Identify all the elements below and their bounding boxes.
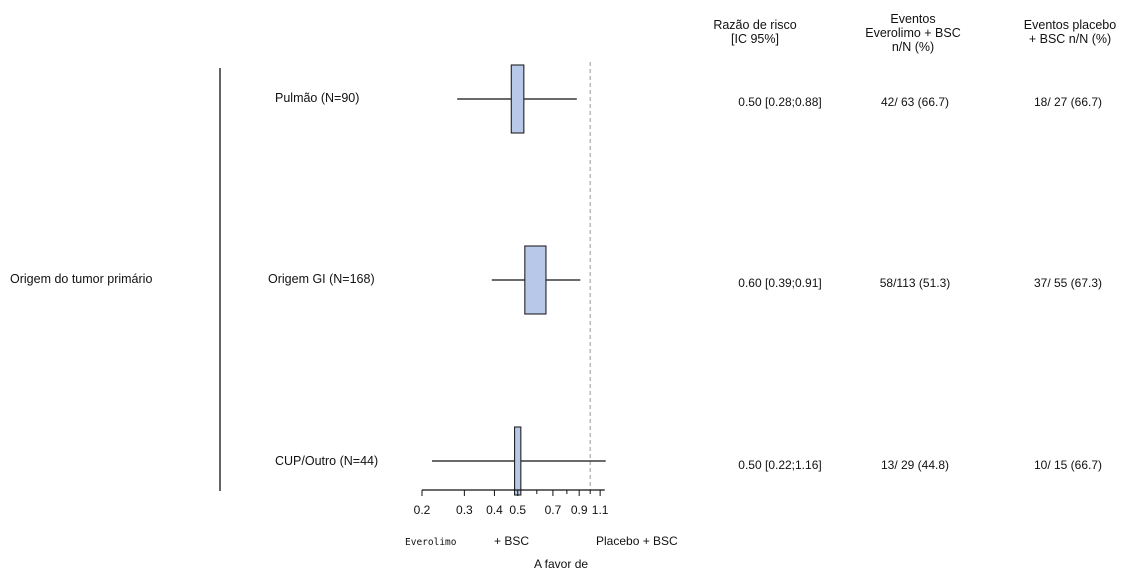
x-tick-label: 0.9: [571, 503, 588, 517]
placebo-events-value: 10/ 15 (66.7): [1033, 458, 1103, 472]
placebo-events-value: 37/ 55 (67.3): [1033, 276, 1103, 290]
x-axis-label: A favor de: [534, 557, 589, 571]
everolimus-events-value: 13/ 29 (44.8): [880, 458, 950, 472]
x-tick-label: 1.1: [592, 503, 609, 517]
everolimus-events-value: 58/113 (51.3): [879, 276, 951, 290]
header-hazard-ratio: Razão de risco [IC 95%]: [713, 18, 797, 46]
row-label: CUP/Outro (N=44): [275, 454, 379, 468]
x-tick-label: 0.3: [456, 503, 473, 517]
x-tick-label: 0.7: [545, 503, 562, 517]
header-everolimus-events: Eventos Everolimo + BSC n/N (%): [865, 12, 961, 54]
x-tick-label: 0.5: [509, 503, 526, 517]
row-label: Pulmão (N=90): [275, 91, 360, 105]
hazard-ratio-box: [514, 426, 522, 496]
favor-left-label-b: + BSC: [494, 534, 530, 548]
x-tick-label: 0.4: [486, 503, 503, 517]
favor-right-label: Placebo + BSC: [596, 534, 678, 548]
hazard-ratio-box: [524, 245, 547, 315]
hazard-ratio-value: 0.50 [0.22;1.16]: [738, 458, 822, 472]
hazard-ratio-value: 0.60 [0.39;0.91]: [738, 276, 822, 290]
hazard-ratio-box: [510, 64, 525, 134]
everolimus-events-value: 42/ 63 (66.7): [880, 95, 950, 109]
placebo-events-value: 18/ 27 (66.7): [1033, 95, 1103, 109]
favor-left-label-a: Everolimo: [405, 537, 457, 548]
header-placebo-events: Eventos placebo + BSC n/N (%): [1023, 18, 1117, 46]
x-tick-label: 0.2: [414, 503, 431, 517]
group-label: Origem do tumor primário: [10, 272, 153, 286]
hazard-ratio-value: 0.50 [0.28;0.88]: [738, 95, 822, 109]
row-label: Origem GI (N=168): [268, 272, 375, 286]
